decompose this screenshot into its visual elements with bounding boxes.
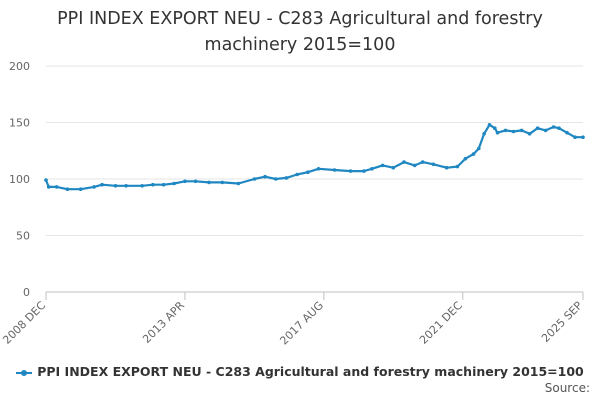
x-tick-label: 2025 SEP	[539, 299, 585, 345]
data-point	[140, 184, 144, 188]
data-point	[236, 181, 241, 186]
data-point	[455, 164, 460, 169]
chart-title-line-2: machinery 2015=100	[204, 35, 396, 55]
data-point	[551, 125, 556, 129]
data-point	[402, 160, 406, 164]
data-point	[316, 167, 321, 171]
data-point	[362, 169, 366, 173]
data-point	[65, 187, 70, 191]
chart-title-line-1: PPI INDEX EXPORT NEU - C283 Agricultural…	[57, 9, 543, 29]
data-point	[519, 128, 524, 133]
data-point	[391, 165, 396, 170]
data-point	[581, 135, 585, 139]
data-point	[46, 185, 51, 189]
legend[interactable]: PPI INDEX EXPORT NEU - C283 Agricultural…	[0, 364, 600, 379]
data-point	[503, 128, 508, 133]
y-tick-label: 0	[23, 286, 30, 299]
chart-title: PPI INDEX EXPORT NEU - C283 Agricultural…	[0, 6, 600, 58]
data-point	[543, 128, 548, 133]
data-point	[573, 135, 577, 139]
y-tick-label: 100	[9, 173, 30, 186]
data-point	[284, 176, 289, 180]
data-point	[527, 132, 532, 136]
data-point	[412, 163, 417, 168]
x-tick-label: 2013 APR	[140, 299, 187, 346]
data-point	[495, 130, 500, 135]
data-point	[100, 182, 104, 187]
data-point	[183, 179, 187, 184]
data-point	[380, 163, 385, 168]
data-point	[252, 177, 257, 181]
x-tick-label: 2017 AUG	[277, 299, 326, 348]
data-point	[92, 185, 96, 189]
data-point	[295, 172, 299, 177]
data-point	[220, 180, 225, 185]
data-point	[477, 146, 481, 151]
data-point	[161, 182, 166, 187]
legend-series-label: PPI INDEX EXPORT NEU - C283 Agricultural…	[37, 364, 584, 379]
data-point	[113, 184, 118, 188]
data-point	[463, 156, 468, 161]
data-point	[487, 123, 492, 127]
data-point	[54, 185, 59, 189]
data-point	[44, 178, 48, 182]
y-tick-label: 200	[9, 60, 30, 73]
data-point	[306, 170, 310, 174]
data-point	[370, 167, 374, 171]
data-point	[332, 168, 337, 172]
data-point	[493, 126, 497, 130]
data-point	[471, 152, 476, 156]
data-point	[444, 165, 449, 170]
x-tick-label: 2008 DEC	[0, 299, 48, 347]
data-point	[535, 126, 540, 130]
series-line-0	[44, 123, 583, 191]
data-point	[193, 179, 198, 184]
data-point	[172, 181, 176, 186]
data-point	[124, 184, 128, 188]
y-tick-label: 50	[16, 230, 30, 243]
data-point	[348, 169, 353, 173]
data-point	[420, 160, 425, 164]
data-point	[207, 180, 211, 185]
data-point	[263, 174, 267, 179]
source-label: Source:	[544, 381, 590, 395]
data-point	[274, 177, 278, 181]
data-point	[565, 130, 569, 135]
data-point	[78, 187, 83, 191]
y-tick-label: 150	[9, 117, 30, 130]
x-tick-label: 2021 DEC	[417, 299, 465, 347]
data-point	[482, 132, 486, 136]
data-point	[151, 182, 155, 187]
data-point	[557, 126, 561, 130]
data-point	[511, 129, 516, 134]
data-point	[431, 162, 436, 167]
legend-series-marker-icon	[16, 368, 33, 378]
